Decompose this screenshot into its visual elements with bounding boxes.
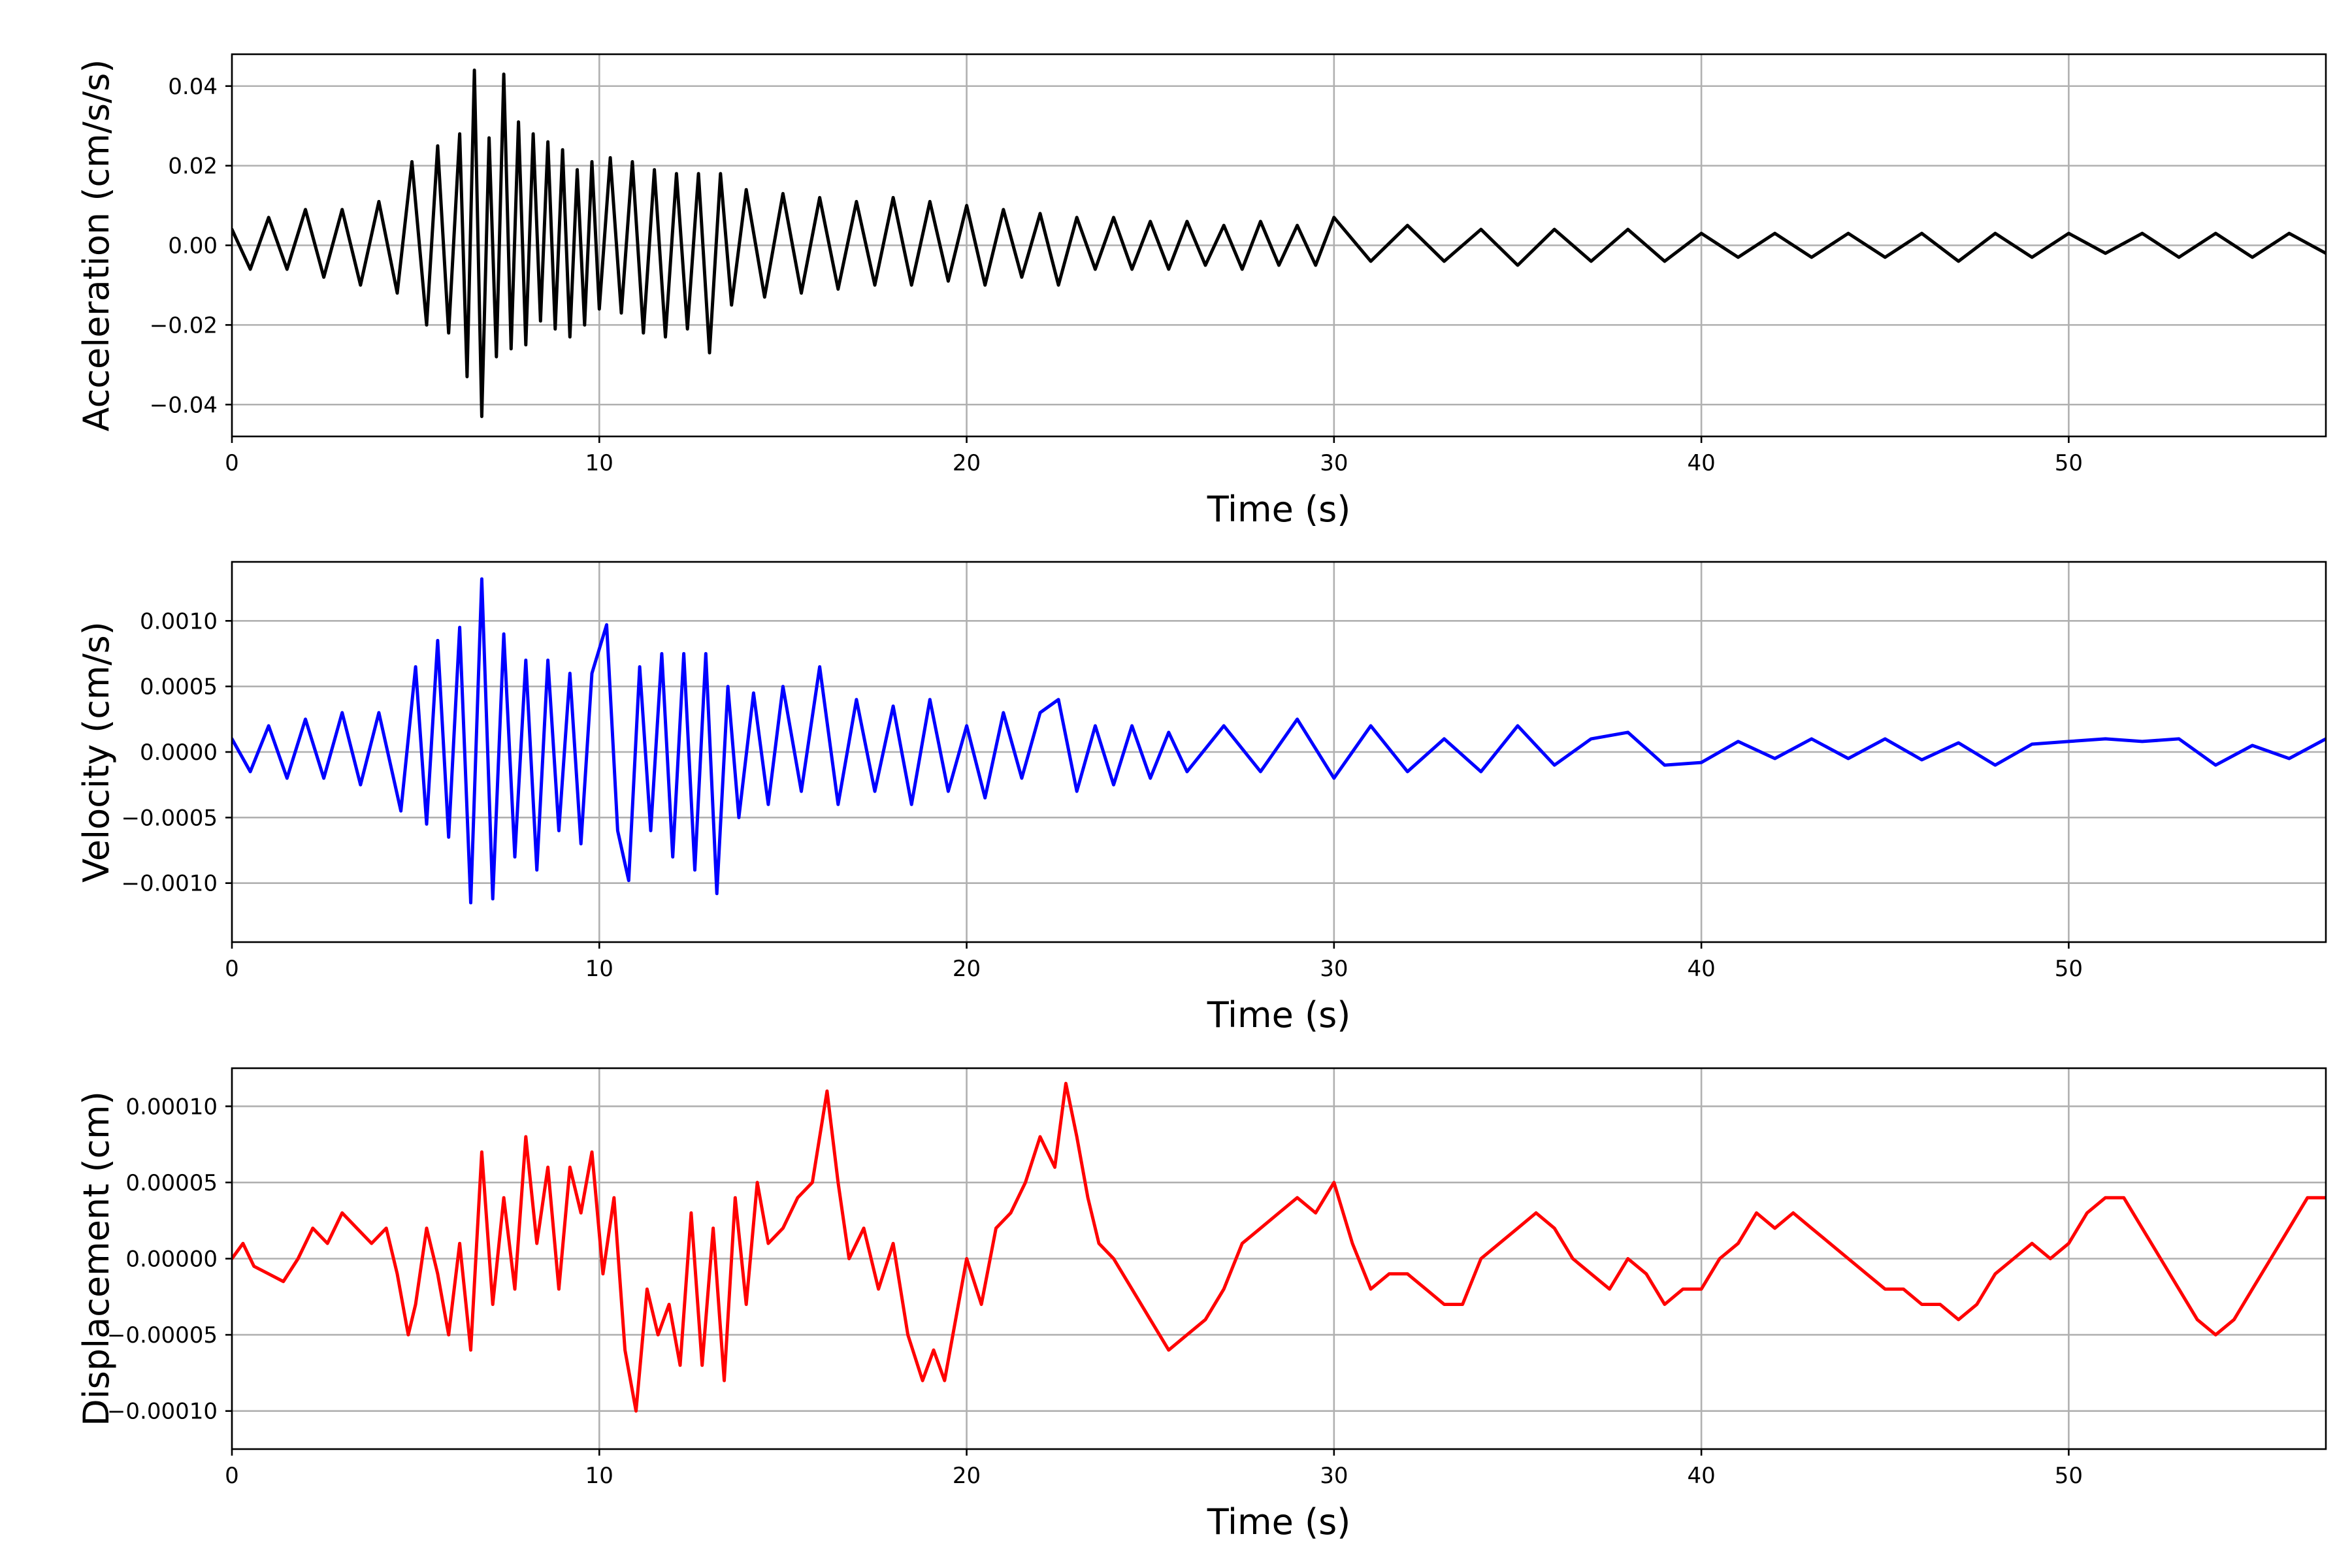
velocity-xtick-label: 30 xyxy=(1320,956,1348,982)
acceleration-series-line xyxy=(232,68,2326,418)
acceleration-xtick-label: 20 xyxy=(953,450,981,476)
acceleration-ytick-label: 0.04 xyxy=(168,74,218,100)
displacement-ytick-label: −0.00010 xyxy=(107,1399,218,1425)
velocity-xtick-label: 0 xyxy=(225,956,239,982)
displacement-ytick-label: −0.00005 xyxy=(107,1322,218,1348)
displacement-x-axis-title: Time (s) xyxy=(1207,1501,1351,1543)
displacement-xtick-label: 30 xyxy=(1320,1463,1348,1489)
velocity-ytick-label: −0.0005 xyxy=(122,805,218,831)
acceleration-ytick-label: −0.04 xyxy=(150,392,218,418)
velocity-y-axis-title: Velocity (cm/s) xyxy=(76,621,117,883)
acceleration-xtick-label: 0 xyxy=(225,450,239,476)
velocity-xtick-label: 10 xyxy=(585,956,613,982)
displacement-series-line xyxy=(232,1081,2326,1413)
velocity-ytick-label: 0.0010 xyxy=(140,608,218,634)
acceleration-xtick-label: 10 xyxy=(585,450,613,476)
displacement-xtick-label: 10 xyxy=(585,1463,613,1489)
velocity-ytick-label: −0.0010 xyxy=(122,871,218,897)
displacement-xtick-label: 20 xyxy=(953,1463,981,1489)
displacement-xtick-label: 0 xyxy=(225,1463,239,1489)
displacement-ytick-label: 0.00005 xyxy=(125,1170,218,1196)
velocity-panel: 0 10 20 30 40 50 −0.0010 −0.0005 0.0000 0.0005 0.0… xyxy=(76,561,2327,1036)
acceleration-xtick-label: 30 xyxy=(1320,450,1348,476)
velocity-x-axis-title: Time (s) xyxy=(1207,994,1351,1036)
acceleration-x-axis-title: Time (s) xyxy=(1207,489,1351,530)
acceleration-panel: 0 10 20 30 40 50 −0.04 −0.02 0.00 0.02 0.04 Time (s… xyxy=(76,53,2327,530)
displacement-ytick-label: 0.00000 xyxy=(125,1247,218,1273)
velocity-ytick-label: 0.0000 xyxy=(140,740,218,766)
displacement-y-axis-title: Displacement (cm) xyxy=(76,1091,117,1426)
acceleration-y-axis-title: Acceleration (cm/s/s) xyxy=(76,59,117,432)
acceleration-xtick-label: 40 xyxy=(1687,450,1715,476)
displacement-ytick-label: 0.00010 xyxy=(125,1094,218,1120)
acceleration-ytick-label: −0.02 xyxy=(150,312,218,338)
displacement-xtick-label: 50 xyxy=(2055,1463,2083,1489)
velocity-xtick-label: 40 xyxy=(1687,956,1715,982)
velocity-xtick-label: 50 xyxy=(2055,956,2083,982)
velocity-series-line xyxy=(232,577,2326,905)
acceleration-ytick-label: 0.00 xyxy=(168,233,218,259)
acceleration-xtick-label: 50 xyxy=(2055,450,2083,476)
displacement-panel: 0 10 20 30 40 50 −0.00010 −0.00005 0.00000 0.0000… xyxy=(76,1067,2327,1543)
velocity-xtick-label: 20 xyxy=(953,956,981,982)
acceleration-ytick-label: 0.02 xyxy=(168,154,218,180)
velocity-ytick-label: 0.0005 xyxy=(140,674,218,700)
displacement-xtick-label: 40 xyxy=(1687,1463,1715,1489)
